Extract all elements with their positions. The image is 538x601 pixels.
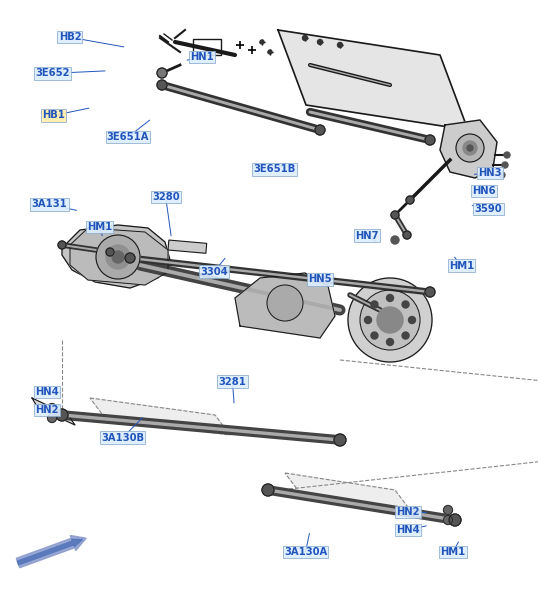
- Text: 3280: 3280: [152, 192, 180, 202]
- Circle shape: [360, 290, 420, 350]
- Circle shape: [504, 152, 510, 158]
- Text: HN2: HN2: [36, 405, 59, 415]
- Text: HB1: HB1: [43, 111, 65, 120]
- Polygon shape: [62, 225, 170, 288]
- Circle shape: [47, 413, 56, 423]
- Circle shape: [337, 43, 343, 47]
- Circle shape: [157, 80, 167, 90]
- Circle shape: [391, 236, 399, 244]
- Circle shape: [443, 516, 452, 525]
- Circle shape: [377, 307, 403, 333]
- Text: 3A130A: 3A130A: [284, 547, 327, 557]
- Circle shape: [96, 235, 140, 279]
- Circle shape: [334, 434, 346, 446]
- Circle shape: [406, 196, 414, 204]
- Text: 3304: 3304: [200, 267, 228, 276]
- Circle shape: [262, 484, 274, 496]
- Circle shape: [260, 40, 264, 44]
- Text: 3281: 3281: [218, 377, 246, 386]
- Circle shape: [56, 409, 68, 421]
- Polygon shape: [278, 30, 468, 130]
- Circle shape: [456, 134, 484, 162]
- Text: HB2: HB2: [59, 32, 81, 42]
- Text: HN1: HN1: [190, 52, 214, 62]
- Circle shape: [371, 301, 378, 308]
- Circle shape: [499, 172, 505, 178]
- Circle shape: [425, 287, 435, 297]
- Circle shape: [391, 211, 399, 219]
- Circle shape: [467, 145, 473, 151]
- Polygon shape: [235, 273, 335, 338]
- Circle shape: [125, 253, 135, 263]
- Text: HN4: HN4: [396, 525, 420, 535]
- Text: HN3: HN3: [478, 168, 501, 178]
- Text: 3E651A: 3E651A: [107, 132, 149, 142]
- Circle shape: [157, 68, 167, 78]
- Circle shape: [302, 35, 308, 40]
- Polygon shape: [285, 473, 410, 510]
- Circle shape: [425, 135, 435, 145]
- Circle shape: [449, 514, 461, 526]
- Text: 3E652: 3E652: [36, 69, 70, 78]
- FancyArrow shape: [16, 535, 86, 568]
- Polygon shape: [70, 228, 168, 285]
- Polygon shape: [32, 398, 75, 425]
- Text: 3590: 3590: [475, 204, 502, 214]
- Circle shape: [386, 338, 393, 346]
- Text: HN5: HN5: [308, 275, 332, 284]
- Circle shape: [365, 317, 372, 323]
- Text: 3A130B: 3A130B: [101, 433, 144, 442]
- Circle shape: [408, 317, 415, 323]
- Text: HM1: HM1: [441, 547, 465, 557]
- Polygon shape: [440, 120, 497, 178]
- Circle shape: [106, 248, 114, 256]
- Circle shape: [386, 294, 393, 302]
- Circle shape: [317, 40, 322, 44]
- Text: HN2: HN2: [396, 507, 420, 517]
- Bar: [193, 39, 221, 55]
- Circle shape: [402, 332, 409, 339]
- FancyArrow shape: [17, 539, 82, 565]
- Circle shape: [403, 231, 411, 239]
- Text: HM1: HM1: [449, 261, 474, 270]
- Circle shape: [267, 285, 303, 321]
- Circle shape: [268, 50, 272, 54]
- Circle shape: [371, 332, 378, 339]
- Circle shape: [348, 278, 432, 362]
- Circle shape: [402, 301, 409, 308]
- Bar: [168, 240, 207, 253]
- Circle shape: [315, 125, 325, 135]
- Text: HN4: HN4: [36, 387, 59, 397]
- Circle shape: [502, 162, 508, 168]
- Circle shape: [112, 251, 124, 263]
- Circle shape: [47, 403, 56, 412]
- Text: HN7: HN7: [355, 231, 379, 240]
- Circle shape: [463, 141, 477, 155]
- Circle shape: [106, 245, 130, 269]
- Text: 3E651B: 3E651B: [253, 165, 295, 174]
- Polygon shape: [90, 398, 230, 435]
- Circle shape: [58, 241, 66, 249]
- Circle shape: [443, 505, 452, 514]
- Text: HN6: HN6: [472, 186, 496, 196]
- Text: 3A131: 3A131: [32, 200, 67, 209]
- Text: HM1: HM1: [87, 222, 112, 232]
